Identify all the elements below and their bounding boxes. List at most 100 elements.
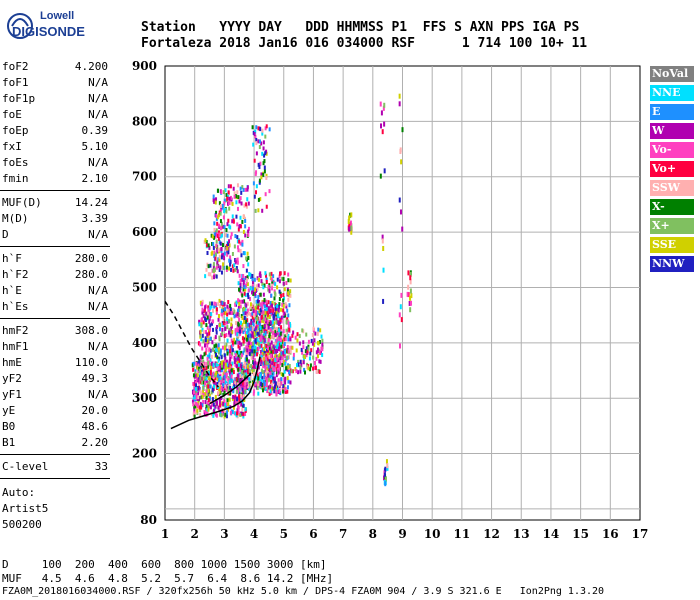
echo-point bbox=[248, 383, 251, 388]
echo-point bbox=[400, 317, 403, 323]
echo-point bbox=[264, 319, 267, 324]
echo-point bbox=[230, 338, 233, 343]
echo-point bbox=[288, 345, 291, 350]
echo-point bbox=[224, 356, 227, 361]
y-tick-label: 500 bbox=[132, 280, 157, 294]
echo-point bbox=[300, 347, 303, 352]
echo-point bbox=[284, 354, 287, 359]
echo-point bbox=[218, 337, 221, 342]
echo-point bbox=[238, 326, 241, 331]
echo-point bbox=[205, 379, 208, 384]
echo-point bbox=[198, 405, 201, 410]
echo-point bbox=[237, 367, 240, 372]
echo-point bbox=[253, 132, 256, 137]
echo-point bbox=[228, 206, 231, 211]
echo-point bbox=[214, 232, 217, 237]
echo-point bbox=[247, 255, 250, 260]
echo-point bbox=[229, 371, 232, 376]
header-line-2: Fortaleza 2018 Jan16 016 034000 RSF 1 71… bbox=[141, 36, 588, 51]
echo-point bbox=[223, 410, 226, 415]
echo-point bbox=[264, 371, 267, 376]
echo-point bbox=[265, 360, 268, 365]
echo-point bbox=[213, 235, 216, 240]
echo-point bbox=[201, 390, 204, 395]
echo-point bbox=[196, 373, 199, 378]
echo-point bbox=[202, 367, 205, 372]
echo-point bbox=[245, 331, 248, 336]
echo-point bbox=[250, 312, 253, 317]
echo-point bbox=[313, 338, 316, 343]
echo-point bbox=[218, 267, 221, 272]
echo-point bbox=[233, 402, 236, 407]
echo-point bbox=[232, 386, 235, 391]
echo-point bbox=[383, 121, 386, 127]
echo-point bbox=[240, 253, 243, 258]
x-tick-label: 1 bbox=[161, 527, 169, 541]
echo-point bbox=[256, 361, 259, 366]
echo-point bbox=[197, 363, 200, 368]
panel-divider bbox=[0, 318, 110, 319]
echo-point bbox=[223, 302, 226, 307]
echo-point bbox=[236, 308, 239, 313]
echo-point bbox=[275, 385, 278, 390]
echo-point bbox=[266, 389, 269, 394]
echo-point bbox=[251, 331, 254, 336]
echo-point bbox=[229, 303, 232, 308]
echo-point bbox=[408, 300, 411, 306]
echo-point bbox=[298, 334, 301, 339]
echo-point bbox=[406, 291, 409, 297]
echo-point bbox=[225, 377, 228, 382]
echo-point bbox=[218, 323, 221, 328]
echo-point bbox=[226, 233, 229, 238]
echo-point bbox=[233, 309, 236, 314]
echo-point bbox=[220, 396, 223, 401]
echo-point bbox=[267, 357, 270, 362]
echo-point bbox=[248, 271, 251, 276]
echo-point bbox=[204, 362, 207, 367]
echo-point bbox=[302, 353, 305, 358]
echo-point bbox=[228, 332, 231, 337]
echo-point bbox=[224, 384, 227, 389]
echo-point bbox=[205, 372, 208, 377]
echo-point bbox=[263, 381, 266, 386]
echo-point bbox=[228, 364, 231, 369]
legend-item-x: X+ bbox=[650, 218, 694, 234]
echo-point bbox=[301, 328, 304, 333]
echo-point bbox=[260, 349, 263, 354]
echo-point bbox=[258, 139, 261, 144]
echo-point bbox=[195, 392, 198, 397]
echo-point bbox=[283, 360, 286, 365]
echo-point bbox=[209, 263, 212, 268]
echo-point bbox=[215, 228, 218, 233]
echo-point bbox=[268, 127, 271, 132]
echo-point bbox=[248, 333, 251, 338]
echo-point bbox=[284, 376, 287, 381]
echo-point bbox=[237, 362, 240, 367]
echo-point bbox=[198, 387, 201, 392]
echo-point bbox=[202, 359, 205, 364]
echo-point bbox=[226, 338, 229, 343]
echo-point bbox=[237, 387, 240, 392]
echo-point bbox=[210, 390, 213, 395]
echo-point bbox=[195, 387, 198, 392]
echo-point bbox=[258, 379, 261, 384]
echo-point bbox=[213, 304, 216, 309]
echo-point bbox=[226, 222, 229, 227]
echo-point bbox=[285, 331, 288, 336]
echo-point bbox=[245, 303, 248, 308]
echo-point bbox=[292, 352, 295, 357]
echo-point bbox=[199, 342, 202, 347]
echo-point bbox=[217, 405, 220, 410]
echo-point bbox=[268, 342, 271, 347]
echo-point bbox=[235, 340, 238, 345]
echo-point bbox=[384, 476, 387, 482]
echo-point bbox=[249, 305, 252, 310]
echo-point bbox=[234, 340, 237, 345]
x-trace-line bbox=[209, 372, 252, 405]
echo-point bbox=[265, 175, 268, 180]
echo-point bbox=[217, 317, 220, 322]
echo-point bbox=[279, 271, 282, 276]
echo-point bbox=[253, 364, 256, 369]
echo-point bbox=[226, 362, 229, 367]
echo-point bbox=[295, 363, 298, 368]
